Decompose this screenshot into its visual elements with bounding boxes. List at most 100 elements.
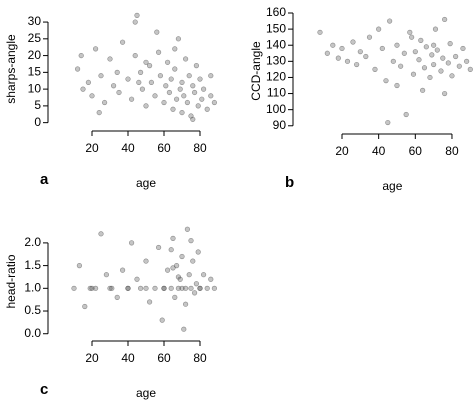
x-tick-label: 60 <box>157 141 171 155</box>
point <box>445 60 451 66</box>
x-axis-title: age <box>382 179 402 193</box>
y-tick-label: 150 <box>266 21 286 35</box>
point <box>192 290 198 296</box>
point <box>132 19 138 25</box>
point <box>143 59 149 65</box>
point <box>208 93 214 99</box>
point <box>412 49 418 55</box>
x-tick-label: 20 <box>85 351 99 365</box>
point <box>330 42 336 48</box>
point <box>401 50 407 56</box>
point <box>410 71 417 77</box>
point <box>208 276 214 282</box>
x-axis-title: age <box>136 176 156 190</box>
point <box>195 103 201 109</box>
point <box>166 89 172 96</box>
point <box>449 73 455 79</box>
point <box>429 52 435 58</box>
point <box>109 285 115 291</box>
point <box>114 294 120 300</box>
panel-label: a <box>40 171 49 188</box>
x-tick-label: 80 <box>193 141 207 155</box>
point <box>394 82 400 89</box>
point <box>335 55 341 61</box>
point <box>175 285 181 291</box>
point <box>170 106 176 112</box>
point <box>193 63 199 69</box>
y-tick-label: 30 <box>28 14 42 28</box>
point <box>107 285 113 291</box>
point <box>442 16 448 23</box>
point <box>184 226 190 232</box>
point <box>344 58 351 64</box>
point <box>208 73 214 79</box>
point <box>204 106 210 112</box>
y-tick-label: 0.5 <box>24 303 41 317</box>
point <box>350 39 356 45</box>
point <box>152 285 158 291</box>
point <box>181 93 187 99</box>
x-tick-label: 80 <box>193 351 207 365</box>
point <box>440 55 446 61</box>
point <box>442 90 448 97</box>
point <box>168 247 174 253</box>
point <box>420 87 426 93</box>
point <box>179 109 185 116</box>
point <box>132 52 138 59</box>
point <box>438 68 444 74</box>
point <box>78 52 84 59</box>
point <box>211 99 217 106</box>
point <box>456 63 462 69</box>
y-tick-label: 120 <box>266 70 286 84</box>
point <box>136 79 142 86</box>
x-tick-label: 60 <box>157 351 171 365</box>
point <box>431 42 437 48</box>
y-tick-label: 20 <box>28 48 42 62</box>
point <box>363 53 369 60</box>
x-axis-title: age <box>136 386 156 400</box>
y-tick-label: 90 <box>273 118 287 132</box>
point <box>172 46 178 52</box>
point <box>324 50 330 56</box>
point <box>190 258 196 264</box>
point <box>317 29 323 35</box>
point <box>143 285 149 291</box>
x-tick-label: 80 <box>445 144 459 158</box>
point <box>96 109 102 116</box>
point <box>147 299 153 305</box>
point <box>119 39 126 45</box>
point <box>87 285 93 291</box>
y-tick-label: 25 <box>28 31 42 45</box>
point <box>161 99 167 106</box>
point <box>179 253 185 260</box>
y-tick-label: 100 <box>266 102 286 116</box>
point <box>92 285 99 291</box>
point <box>175 36 181 42</box>
point <box>129 240 135 246</box>
y-tick-label: 0 <box>34 115 41 129</box>
point <box>163 83 169 89</box>
point <box>183 301 189 307</box>
point <box>403 111 409 118</box>
point <box>143 103 149 109</box>
x-tick-label: 40 <box>121 141 135 155</box>
y-tick-label: 1.5 <box>24 258 41 272</box>
point <box>74 66 81 72</box>
y-axis-title: sharps-angle <box>4 34 18 104</box>
y-tick-label: 130 <box>266 54 286 68</box>
point <box>193 281 199 287</box>
point <box>98 73 104 79</box>
point <box>148 79 154 86</box>
point <box>460 45 466 52</box>
point <box>467 66 473 72</box>
point <box>125 285 131 291</box>
point <box>204 285 210 291</box>
point <box>116 89 122 96</box>
point <box>179 79 185 86</box>
point <box>147 63 153 69</box>
point <box>394 42 400 48</box>
y-tick-label: 160 <box>266 5 286 19</box>
point <box>179 285 185 291</box>
y-tick-label: 1.0 <box>24 280 41 294</box>
point <box>201 272 207 278</box>
